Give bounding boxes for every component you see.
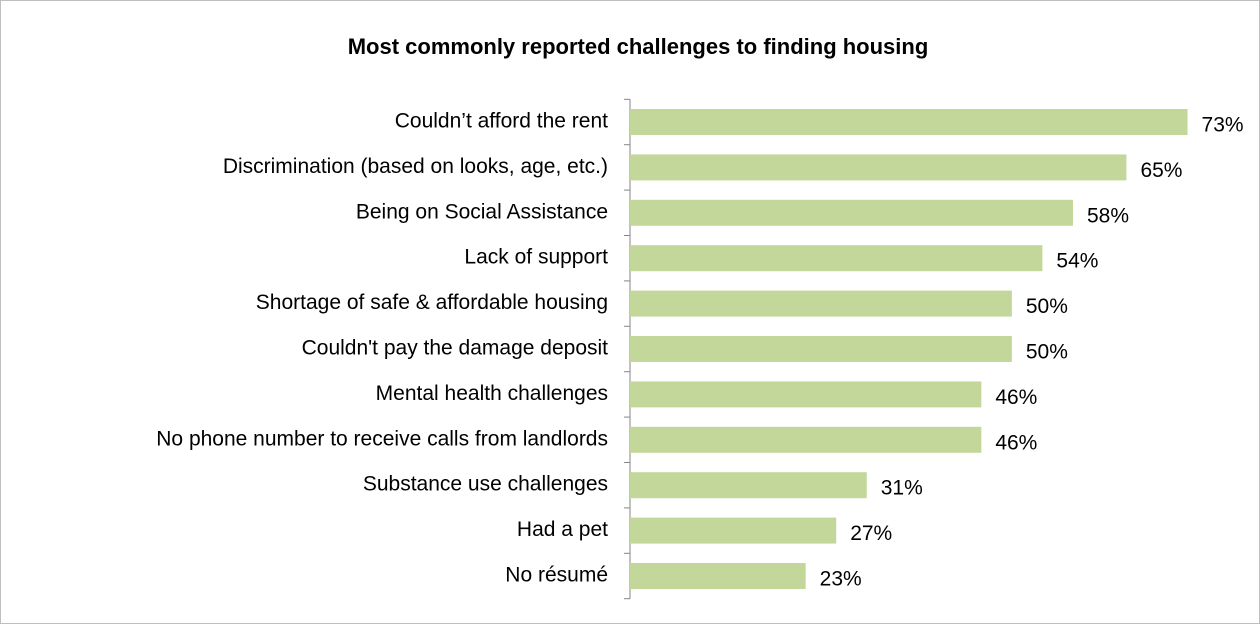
y-tick-label: No résumé bbox=[505, 564, 608, 587]
chart-title: Most commonly reported challenges to fin… bbox=[348, 34, 929, 59]
bar bbox=[630, 154, 1127, 181]
y-tick-label: Being on Social Assistance bbox=[356, 200, 608, 223]
value-label: 54% bbox=[1056, 250, 1098, 273]
y-tick-label: Mental health challenges bbox=[376, 382, 608, 405]
bar bbox=[630, 109, 1188, 135]
y-tick-label: Couldn't pay the damage deposit bbox=[302, 337, 609, 360]
value-label: 58% bbox=[1087, 204, 1129, 227]
y-tick-label: Had a pet bbox=[517, 518, 608, 541]
value-label: 50% bbox=[1026, 341, 1068, 364]
y-tick-label: Lack of support bbox=[464, 246, 608, 269]
bar bbox=[630, 381, 982, 408]
value-label: 50% bbox=[1026, 295, 1068, 318]
bar bbox=[630, 290, 1012, 317]
y-tick-label: Discrimination (based on looks, age, etc… bbox=[223, 155, 608, 178]
bar bbox=[630, 199, 1073, 226]
value-label: 65% bbox=[1140, 159, 1182, 182]
bar bbox=[630, 563, 806, 589]
value-label: 23% bbox=[820, 568, 862, 591]
y-tick-label: No phone number to receive calls from la… bbox=[156, 427, 608, 450]
bar bbox=[630, 517, 837, 544]
value-label: 46% bbox=[995, 386, 1037, 409]
bar bbox=[630, 472, 867, 499]
bar bbox=[630, 336, 1012, 362]
y-tick-label: Substance use challenges bbox=[363, 473, 608, 496]
y-tick-label: Couldn’t afford the rent bbox=[395, 110, 608, 133]
y-tick-label: Shortage of safe & affordable housing bbox=[256, 291, 608, 314]
bar bbox=[630, 245, 1043, 272]
value-label: 46% bbox=[995, 431, 1037, 454]
bar bbox=[630, 426, 982, 453]
value-label: 27% bbox=[850, 522, 892, 545]
value-label: 31% bbox=[881, 477, 923, 500]
value-label: 73% bbox=[1202, 114, 1244, 137]
